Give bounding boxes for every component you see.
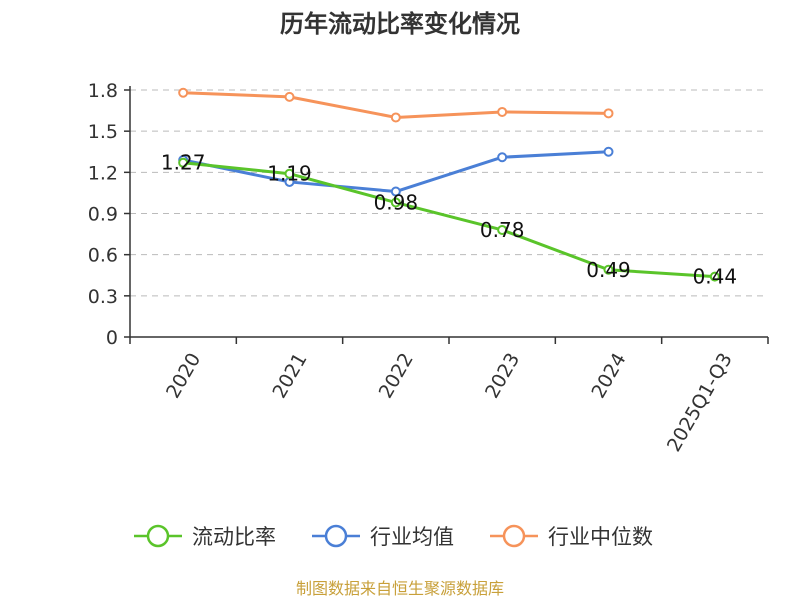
data-point[interactable] — [603, 264, 614, 275]
x-tick-label: 2023 — [481, 349, 524, 402]
source-note: 制图数据来自恒生聚源数据库 — [296, 579, 504, 598]
grid-lines — [130, 89, 768, 297]
data-label: 0.44 — [693, 265, 738, 289]
data-point[interactable] — [178, 87, 189, 98]
y-tick-label: 1.8 — [88, 80, 118, 102]
data-point[interactable] — [284, 91, 295, 102]
data-point[interactable] — [390, 112, 401, 123]
y-tick-label: 0.9 — [88, 204, 118, 226]
chart-title: 历年流动比率变化情况 — [280, 10, 520, 38]
series-line-1 — [182, 150, 609, 194]
legend-item-0[interactable]: 流动比率 — [134, 524, 276, 549]
data-point[interactable] — [497, 152, 508, 163]
data-point[interactable] — [709, 271, 720, 282]
legend-label: 流动比率 — [192, 525, 276, 549]
data-point[interactable] — [284, 168, 295, 179]
data-label: 0.49 — [586, 258, 631, 282]
y-tick-label: 1.5 — [88, 121, 118, 143]
x-tick-label: 2024 — [587, 349, 630, 402]
legend-swatch-marker — [146, 524, 170, 548]
legend-item-2[interactable]: 行业中位数 — [490, 524, 653, 549]
legend-swatch-marker — [502, 524, 526, 548]
data-point[interactable] — [497, 106, 508, 117]
x-tick-label: 2021 — [268, 349, 311, 402]
y-tick-label: 0.3 — [88, 286, 118, 308]
y-tick-label: 1.2 — [88, 162, 118, 184]
series-layer — [178, 87, 720, 282]
legend-label: 行业中位数 — [548, 525, 653, 549]
data-label: 0.78 — [480, 218, 525, 242]
legend-swatch-marker — [324, 524, 348, 548]
legend-item-1[interactable]: 行业均值 — [312, 524, 454, 549]
axes: 0 0.3 0.6 0.9 1.2 1.5 1.8 2020 2021 2022 2023 2024 2… — [88, 80, 769, 456]
series-line-0 — [183, 161, 715, 279]
y-tick-label: 0 — [106, 327, 118, 349]
data-label: 1.19 — [267, 162, 312, 186]
legend-label: 行业均值 — [370, 525, 454, 549]
data-label: 1.27 — [161, 151, 206, 175]
x-tick-label: 2022 — [375, 349, 418, 402]
legend[interactable]: 流动比率 行业均值 行业中位数 — [134, 524, 653, 549]
data-point[interactable] — [390, 197, 401, 208]
x-tick-label: 2025Q1-Q3 — [663, 349, 737, 455]
y-tick-label: 0.6 — [88, 245, 118, 267]
data-point[interactable] — [497, 224, 508, 235]
data-label: 0.98 — [374, 191, 419, 215]
data-point[interactable] — [603, 108, 614, 119]
data-point[interactable] — [178, 157, 189, 168]
data-labels: 1.27 1.19 0.98 0.78 0.49 0.44 — [161, 151, 737, 289]
data-point[interactable] — [390, 186, 401, 197]
data-point[interactable] — [603, 146, 614, 157]
x-tick-label: 2020 — [162, 349, 205, 402]
